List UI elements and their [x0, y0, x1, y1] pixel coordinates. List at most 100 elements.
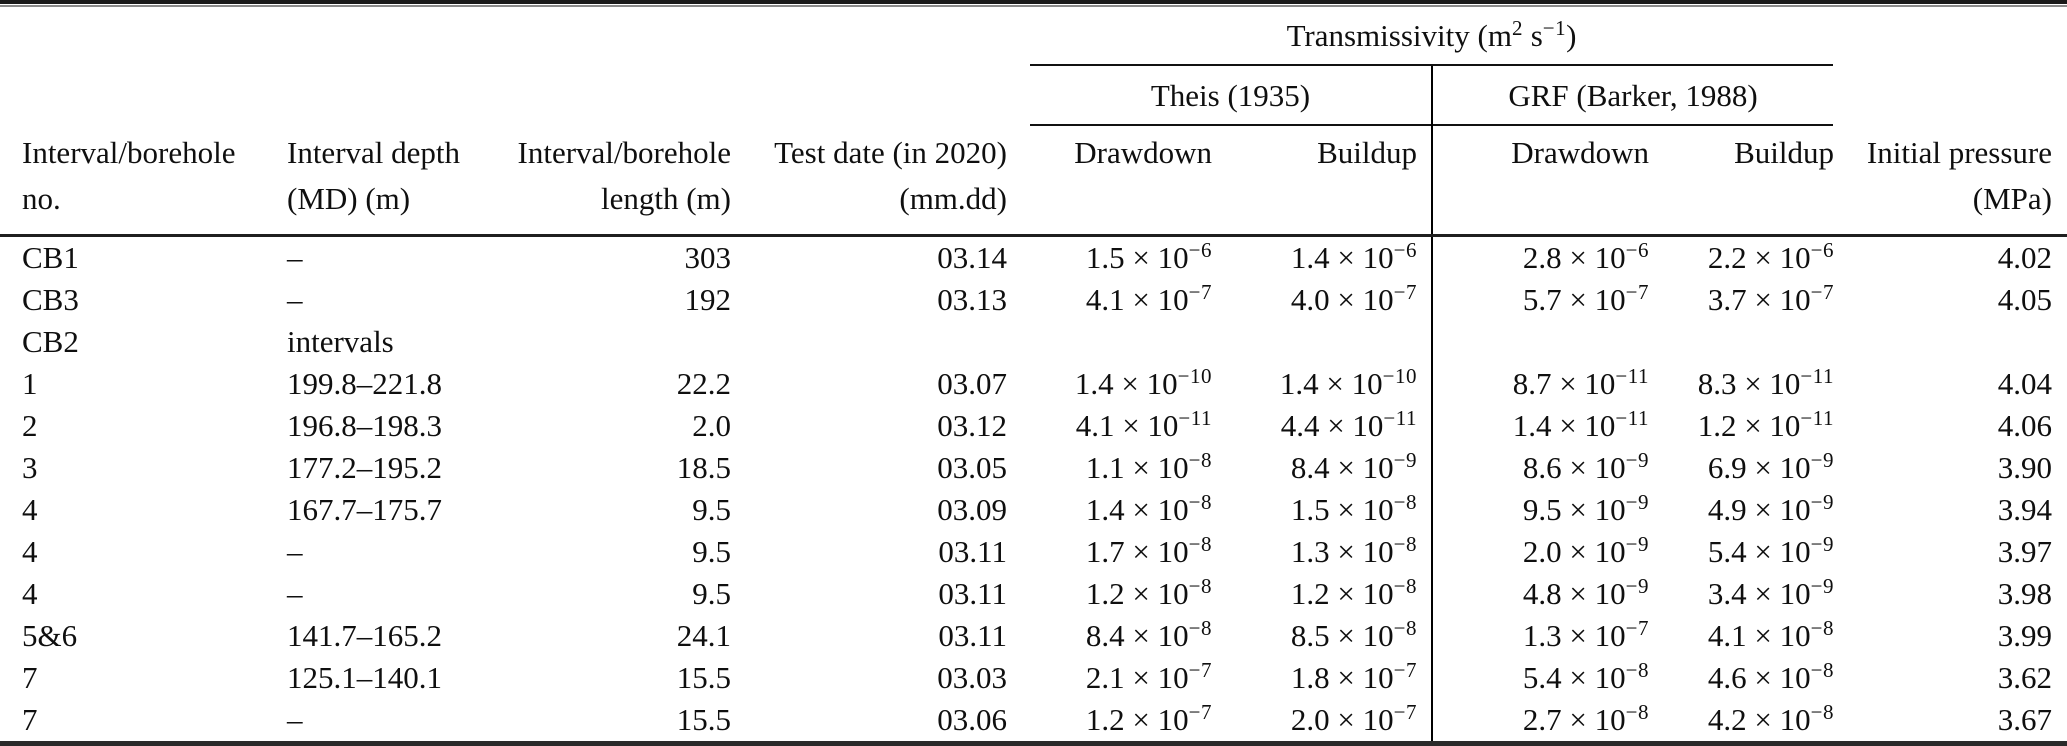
table-cell: 4.4 × 10−11	[1220, 405, 1433, 447]
table-cell: 5.4 × 10−8	[1522, 658, 1649, 696]
table-cell: 03.11	[938, 534, 1007, 569]
table-cell: 3.94	[1997, 492, 2052, 527]
table-cell: 4.04	[1997, 366, 2052, 401]
table-cell: 141.7–165.2	[287, 618, 442, 653]
table-row: 4 – 9.5 03.11 1.2 × 10−8 1.2 × 10−8 4.8 × 10−9…	[0, 573, 2067, 615]
table-cell: 6.9 × 10−9	[1707, 448, 1834, 486]
table-cell: 3.97	[1997, 534, 2052, 569]
table-cell: 4.1 × 10−8	[1707, 616, 1834, 654]
table-cell: 3.90	[1997, 450, 2052, 485]
table-cell	[1657, 321, 1842, 363]
table-cell: 192	[684, 282, 732, 317]
table-cell: 1.2 × 10−8	[1220, 573, 1433, 615]
table-cell	[1220, 321, 1433, 363]
table-cell: 9.5	[692, 576, 731, 611]
transmissivity-group-header: Transmissivity (m2 s−1)	[1015, 8, 1842, 66]
table-cell: 1.4 × 10−10	[1220, 363, 1433, 405]
table-cell: 18.5	[676, 450, 731, 485]
table-cell: 22.2	[676, 366, 731, 401]
table-cell: 03.06	[937, 702, 1007, 737]
table-cell: 1.3 × 10−8	[1220, 531, 1433, 573]
table-cell: 4.06	[1997, 408, 2052, 443]
table-cell: 4.02	[1997, 240, 2052, 275]
table-row: 7 – 15.5 03.06 1.2 × 10−7 2.0 × 10−7 2.7 × 10−…	[0, 699, 2067, 741]
table-cell: 9.5	[692, 534, 731, 569]
table-cell: 15.5	[676, 702, 731, 737]
table-row: 4 – 9.5 03.11 1.7 × 10−8 1.3 × 10−8 2.0 × 10−9…	[0, 531, 2067, 573]
theis-group-label: Theis (1935)	[1030, 78, 1431, 126]
table-cell: 303	[684, 240, 732, 275]
table-cell: 1.4 × 10−11	[1512, 406, 1649, 444]
table-cell: 2.8 × 10−6	[1522, 238, 1649, 276]
table-body: CB1 – 303 03.14 1.5 × 10−6 1.4 × 10−6 2.8 × 10…	[0, 235, 2067, 741]
table-cell: CB2	[22, 324, 79, 359]
table-row: 4 167.7–175.7 9.5 03.09 1.4 × 10−8 1.5 × 10−8…	[0, 489, 2067, 531]
table-cell: –	[287, 702, 303, 737]
table-cell: 5&6	[22, 618, 78, 653]
table-row: 1 199.8–221.8 22.2 03.07 1.4 × 10−10 1.4 × 10…	[0, 363, 2067, 405]
table-cell: 9.5 × 10−9	[1522, 490, 1649, 528]
col-header-grf-buildup: Buildup	[1657, 126, 1842, 237]
table-cell: 4.2 × 10−8	[1707, 700, 1834, 738]
table-row: CB1 – 303 03.14 1.5 × 10−6 1.4 × 10−6 2.8 × 10…	[0, 235, 2067, 279]
table-bottom-rule	[0, 741, 2067, 746]
table-cell: 4.05	[1997, 282, 2052, 317]
table-cell: 1.2 × 10−11	[1697, 406, 1834, 444]
table-cell: 03.09	[937, 492, 1007, 527]
table-cell: 1.5 × 10−8	[1220, 489, 1433, 531]
table-cell: 4.1 × 10−11	[1075, 406, 1212, 444]
transmissivity-group-label: Transmissivity (m2 s−1)	[1030, 18, 1833, 66]
table-cell: 4	[22, 576, 38, 611]
table-cell: 167.7–175.7	[287, 492, 442, 527]
table-cell	[737, 321, 1015, 363]
table-cell: 3.7 × 10−7	[1707, 280, 1834, 318]
table-cell: 03.12	[937, 408, 1007, 443]
table-cell: 2.2 × 10−6	[1707, 238, 1834, 276]
table-cell: 3.4 × 10−9	[1707, 574, 1834, 612]
table-cell: 3.67	[1997, 702, 2052, 737]
group-header-row-1: Transmissivity (m2 s−1)	[0, 8, 2067, 66]
table-top-rule	[0, 0, 2067, 8]
col-header-interval-borehole-no: Interval/borehole no.	[0, 126, 262, 237]
col-header-interval-depth: Interval depth (MD) (m)	[262, 126, 487, 237]
table-cell: 5.7 × 10−7	[1522, 280, 1649, 318]
table-cell: 4	[22, 492, 38, 527]
theis-group-header: Theis (1935)	[1015, 66, 1433, 126]
table-cell: 2.7 × 10−8	[1522, 700, 1649, 738]
table-cell: –	[287, 282, 303, 317]
table-cell: –	[287, 576, 303, 611]
table-cell: 3.98	[1997, 576, 2052, 611]
table-cell: CB3	[22, 282, 79, 317]
table-cell: 03.03	[937, 660, 1007, 695]
header-spacer	[1842, 8, 2067, 66]
header-spacer	[0, 8, 1015, 66]
table-cell: 4.6 × 10−8	[1707, 658, 1834, 696]
table-cell: 2.0	[692, 408, 731, 443]
table-cell: 24.1	[676, 618, 731, 653]
header-spacer	[0, 66, 1015, 126]
table-cell: 03.13	[937, 282, 1007, 317]
col-header-initial-pressure: Initial pressure (MPa)	[1842, 126, 2067, 237]
table-cell: 1.7 × 10−8	[1085, 532, 1212, 570]
table-cell	[1015, 321, 1220, 363]
table-cell: 7	[22, 660, 38, 695]
table-cell: 1.3 × 10−7	[1522, 616, 1649, 654]
table-cell	[1842, 321, 2067, 363]
header-spacer	[1842, 66, 2067, 126]
grf-group-label: GRF (Barker, 1988)	[1433, 78, 1833, 126]
table-cell: 1.8 × 10−7	[1220, 657, 1433, 699]
table-cell: 5.4 × 10−9	[1707, 532, 1834, 570]
table-cell: 196.8–198.3	[287, 408, 442, 443]
table-cell: 2.0 × 10−7	[1220, 699, 1433, 741]
table-row: CB2 intervals	[0, 321, 2067, 363]
group-header-row-2: Theis (1935) GRF (Barker, 1988)	[0, 66, 2067, 126]
table-cell: –	[287, 534, 303, 569]
table-cell: 8.5 × 10−8	[1220, 615, 1433, 657]
col-header-test-date: Test date (in 2020) (mm.dd)	[737, 126, 1015, 237]
table-cell	[487, 321, 737, 363]
table-row: 7 125.1–140.1 15.5 03.03 2.1 × 10−7 1.8 × 10−…	[0, 657, 2067, 699]
table-cell: 4.1 × 10−7	[1085, 280, 1212, 318]
table-cell: 8.4 × 10−9	[1220, 447, 1433, 489]
table-cell: 03.05	[937, 450, 1007, 485]
